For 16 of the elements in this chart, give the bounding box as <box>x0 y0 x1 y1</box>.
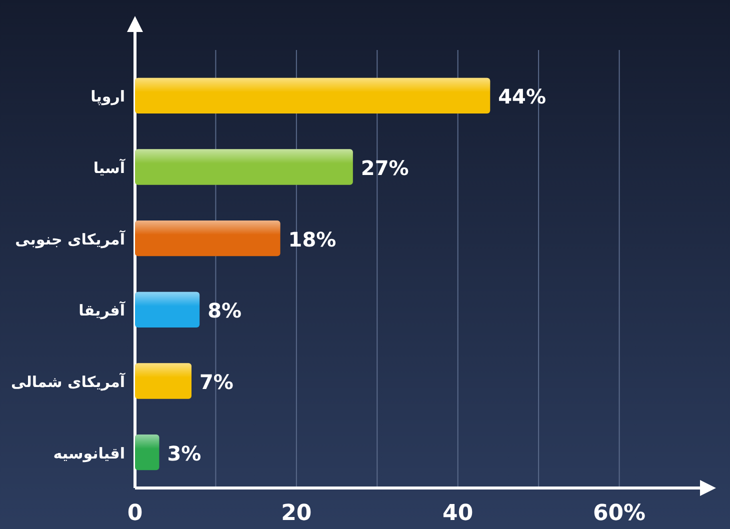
y-tick-label: اروپا <box>90 88 125 106</box>
data-label: 8% <box>208 298 242 323</box>
y-tick-label: آفریقا <box>78 300 126 320</box>
x-tick-label: 0 <box>127 501 143 526</box>
y-tick-label: آمریکای شمالی <box>11 372 126 391</box>
x-tick-label: 60% <box>592 501 646 526</box>
y-tick-label: اقیانوسیه <box>53 444 125 462</box>
data-label: 18% <box>288 227 336 252</box>
x-tick-label: 20 <box>281 501 312 526</box>
data-label: 3% <box>167 441 202 466</box>
y-tick-label: آمریکای جنوبی <box>15 229 126 248</box>
y-tick-label: آسیا <box>93 158 126 177</box>
data-label: 44% <box>498 84 546 109</box>
data-label: 27% <box>360 156 409 180</box>
data-label: 7% <box>200 370 234 394</box>
x-tick-label: 40 <box>442 501 474 526</box>
